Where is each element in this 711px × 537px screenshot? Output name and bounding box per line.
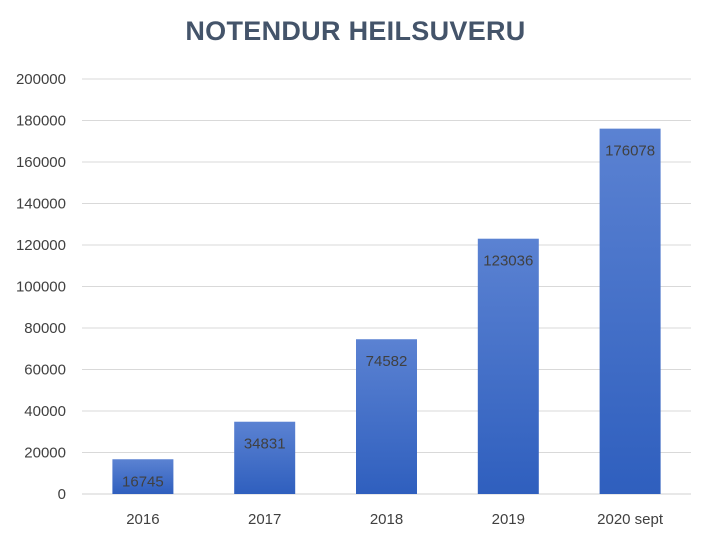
y-tick-label: 0 [58, 486, 66, 503]
data-label: 74582 [366, 353, 408, 370]
bar-2018 [356, 339, 417, 494]
bar-2019 [477, 238, 539, 494]
x-axis-ticks: 2016 2017 2018 2019 2020 sept [126, 511, 664, 528]
y-tick-label: 80000 [24, 320, 66, 337]
x-tick-label: 2016 [126, 511, 159, 528]
chart-title: NOTENDUR HEILSUVERU [185, 16, 526, 46]
y-tick-label: 20000 [24, 445, 66, 462]
data-label: 16745 [122, 473, 164, 490]
x-tick-label: 2020 sept [597, 511, 664, 528]
y-tick-label: 120000 [16, 237, 66, 254]
y-tick-label: 180000 [16, 113, 66, 130]
y-tick-label: 200000 [16, 71, 66, 88]
x-tick-label: 2018 [370, 511, 403, 528]
x-tick-label: 2017 [248, 511, 281, 528]
y-tick-label: 60000 [24, 362, 66, 379]
bars: 16745 34831 74582 123036 176078 [112, 128, 661, 494]
bar-2017 [234, 421, 296, 494]
bar-2016 [112, 459, 174, 494]
x-tick-label: 2019 [492, 511, 525, 528]
y-tick-label: 40000 [24, 403, 66, 420]
data-label: 34831 [244, 436, 286, 453]
y-tick-label: 140000 [16, 196, 66, 213]
y-axis-ticks: 0 20000 40000 60000 80000 100000 120000 140000 1… [16, 71, 66, 503]
bar-2020-sept [599, 128, 661, 494]
data-label: 123036 [483, 253, 533, 270]
y-tick-label: 160000 [16, 154, 66, 171]
data-label: 176078 [605, 143, 655, 160]
y-tick-label: 100000 [16, 279, 66, 296]
